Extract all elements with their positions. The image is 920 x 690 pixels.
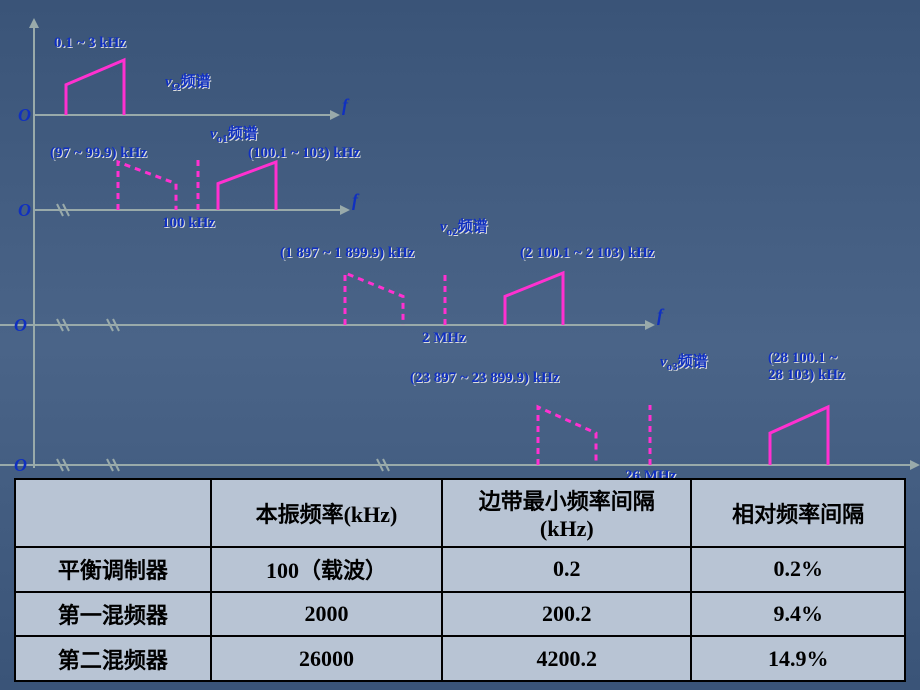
spectrum-label: (23 897 ~ 23 899.9) kHz [410,370,559,387]
hdr-min-gap: 边带最小频率间隔(kHz) [442,479,691,547]
table-cell: 26000 [211,636,442,681]
table-header-row: 本振频率(kHz) 边带最小频率间隔(kHz) 相对频率间隔 [15,479,905,547]
row-header: 第二混频器 [15,636,211,681]
table-row: 第一混频器2000200.29.4% [15,592,905,637]
spectrum-label: (1 897 ~ 1 899.9) kHz [280,245,414,262]
spectrum-label: (100.1 ~ 103) kHz [248,145,360,162]
table-cell: 9.4% [691,592,905,637]
table-cell: 14.9% [691,636,905,681]
spectrum-label: vΩ频谱 [165,70,211,93]
row-header: 第一混频器 [15,592,211,637]
spectrum-label: 2 MHz [422,330,466,347]
svg-text:O: O [14,455,27,475]
frequency-table: 本振频率(kHz) 边带最小频率间隔(kHz) 相对频率间隔 平衡调制器100（… [14,478,906,682]
svg-text:f: f [352,190,360,210]
spectrum-label: vo3频谱 [660,350,708,373]
table-row: 第二混频器260004200.214.9% [15,636,905,681]
svg-text:O: O [18,105,31,125]
table-cell: 100（载波） [211,547,442,592]
spectrum-label: (97 ~ 99.9) kHz [50,145,147,162]
svg-text:f: f [342,95,350,115]
hdr-rel-gap: 相对频率间隔 [691,479,905,547]
spectrum-label: (28 100.1 ~28 103) kHz [768,350,845,384]
spectrum-label: (2 100.1 ~ 2 103) kHz [520,245,654,262]
spectrum-label: 0.1 ~ 3 kHz [54,35,126,52]
row-header: 平衡调制器 [15,547,211,592]
hdr-lo-freq: 本振频率(kHz) [211,479,442,547]
svg-text:O: O [18,200,31,220]
table-cell: 2000 [211,592,442,637]
svg-text:O: O [14,315,27,335]
table-cell: 0.2% [691,547,905,592]
hdr-blank [15,479,211,547]
spectrum-label: vo2频谱 [440,215,488,238]
svg-text:f: f [657,305,665,325]
spectrum-diagram: OfOfOfOf 0.1 ~ 3 kHzvΩ频谱(97 ~ 99.9) kHzv… [0,0,920,475]
table-cell: 0.2 [442,547,691,592]
table-cell: 4200.2 [442,636,691,681]
spectrum-label: vo1频谱 [210,122,258,145]
table-row: 平衡调制器100（载波）0.20.2% [15,547,905,592]
table-body: 平衡调制器100（载波）0.20.2%第一混频器2000200.29.4%第二混… [15,547,905,681]
spectrum-label: 100 kHz [162,215,215,232]
table-cell: 200.2 [442,592,691,637]
